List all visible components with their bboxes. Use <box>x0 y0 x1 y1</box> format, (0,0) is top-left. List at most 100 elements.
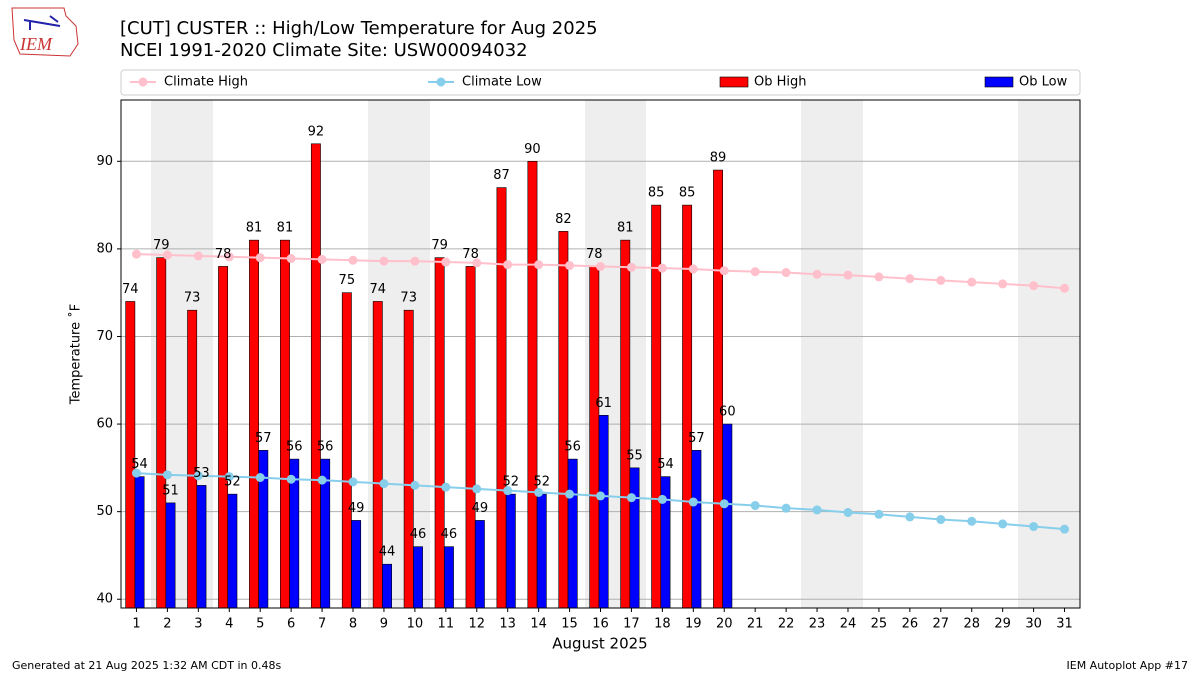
line-marker <box>472 484 482 494</box>
data-label: 61 <box>595 396 612 411</box>
x-tick-label: 5 <box>256 617 264 632</box>
data-label: 81 <box>277 221 294 236</box>
x-tick-label: 16 <box>592 617 609 632</box>
x-tick-label: 13 <box>499 617 516 632</box>
data-label: 85 <box>648 186 665 201</box>
bar <box>196 485 207 609</box>
data-label: 78 <box>586 247 603 262</box>
y-tick-label: 80 <box>96 241 113 256</box>
line-marker <box>936 515 946 525</box>
line-marker <box>503 486 513 496</box>
bar <box>351 520 362 609</box>
footer-left: Generated at 21 Aug 2025 1:32 AM CDT in … <box>12 659 281 672</box>
data-label: 57 <box>688 431 705 446</box>
line-marker <box>936 275 946 285</box>
bar <box>227 493 238 609</box>
line-marker <box>688 264 698 274</box>
x-tick-label: 1 <box>132 617 140 632</box>
y-tick-label: 60 <box>96 417 113 432</box>
line-marker <box>657 263 667 273</box>
line-marker <box>534 260 544 270</box>
line-marker <box>1029 281 1039 291</box>
bar <box>722 423 733 609</box>
bar <box>156 257 167 609</box>
bar <box>434 257 445 609</box>
data-label: 52 <box>533 475 550 490</box>
bar <box>280 239 290 609</box>
data-label: 78 <box>462 247 479 262</box>
line-marker <box>286 254 296 264</box>
bar <box>125 301 136 609</box>
data-label: 85 <box>679 186 696 201</box>
line-marker <box>379 256 389 266</box>
x-tick-label: 20 <box>716 617 733 632</box>
line-marker <box>565 489 575 499</box>
line-marker <box>410 480 420 490</box>
line-marker <box>410 256 420 266</box>
legend-label: Ob Low <box>1019 75 1068 90</box>
line-marker <box>131 468 141 478</box>
data-label: 73 <box>184 291 201 306</box>
x-tick-label: 21 <box>747 617 764 632</box>
line-marker <box>317 254 327 264</box>
data-label: 90 <box>524 142 541 157</box>
y-tick-label: 50 <box>96 504 113 519</box>
bar <box>403 309 414 609</box>
bar <box>598 415 609 609</box>
bar <box>589 266 600 609</box>
data-label: 74 <box>122 282 139 297</box>
bar <box>713 169 723 609</box>
bar <box>443 546 454 609</box>
line-marker <box>905 512 915 522</box>
line-marker <box>967 516 977 526</box>
line-marker <box>348 255 358 265</box>
x-tick-label: 29 <box>994 617 1011 632</box>
x-tick-label: 23 <box>809 617 826 632</box>
data-label: 56 <box>317 440 334 455</box>
chart-title: [CUT] CUSTER :: High/Low Temperature for… <box>120 18 598 39</box>
logo-outline <box>11 7 79 57</box>
line-marker <box>472 258 482 268</box>
data-label: 79 <box>153 238 170 253</box>
x-tick-label: 4 <box>225 617 233 632</box>
y-tick-label: 70 <box>96 329 113 344</box>
line-marker <box>1029 522 1039 532</box>
line-marker <box>812 269 822 279</box>
line-marker <box>657 494 667 504</box>
line-marker <box>162 250 172 260</box>
y-axis-label: Temperature ˚F <box>68 304 84 405</box>
bar <box>567 458 578 609</box>
x-tick-label: 24 <box>840 617 857 632</box>
line-marker <box>596 261 605 271</box>
x-tick-label: 14 <box>530 617 547 632</box>
line-marker <box>317 475 327 485</box>
data-label: 54 <box>131 457 148 472</box>
bar <box>465 266 476 609</box>
logo-icon <box>23 15 61 30</box>
line-marker <box>224 472 234 482</box>
line-marker <box>750 501 760 511</box>
x-tick-label: 10 <box>407 617 424 632</box>
logo-text: IEM <box>19 34 53 54</box>
x-tick-label: 8 <box>349 617 357 632</box>
line-marker <box>843 508 853 518</box>
line-marker <box>874 272 884 282</box>
data-label: 92 <box>308 124 325 139</box>
x-tick-label: 31 <box>1056 617 1073 632</box>
bar <box>249 239 259 609</box>
x-tick-label: 7 <box>318 617 326 632</box>
chart-subtitle: NCEI 1991-2020 Climate Site: USW00094032 <box>120 40 528 61</box>
x-tick-label: 27 <box>933 617 950 632</box>
bar <box>310 143 321 609</box>
bar <box>505 493 516 609</box>
line-marker <box>1060 524 1070 534</box>
line-marker <box>905 274 915 284</box>
legend-label: Ob High <box>754 75 807 90</box>
bar <box>134 476 145 609</box>
line-marker <box>1060 283 1070 293</box>
weekend-band <box>801 100 863 608</box>
x-tick-label: 28 <box>963 617 980 632</box>
x-tick-label: 22 <box>778 617 795 632</box>
logo: IEM <box>11 7 79 57</box>
